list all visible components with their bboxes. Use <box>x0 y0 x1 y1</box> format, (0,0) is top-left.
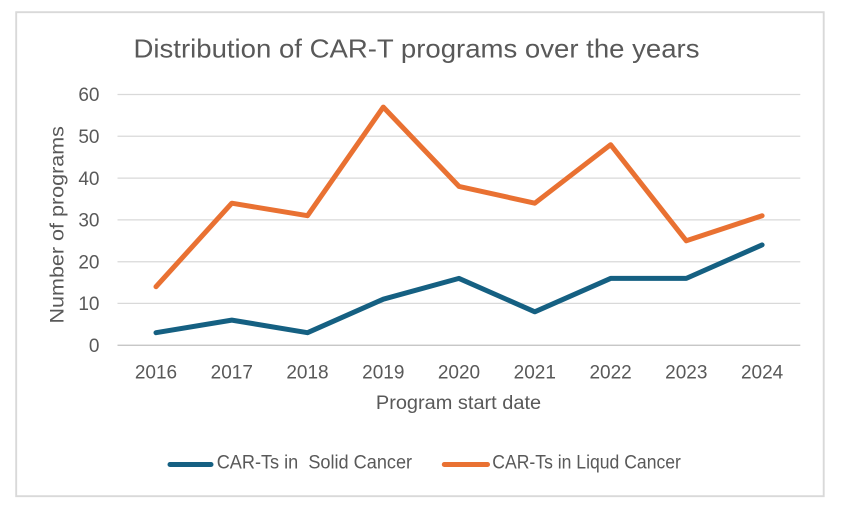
svg-text:CAR-Ts in Solid Cancer: CAR-Ts in Solid Cancer <box>217 453 413 474</box>
svg-text:Distribution of CAR-T programs: Distribution of CAR-T programs over the … <box>134 34 700 64</box>
svg-text:0: 0 <box>89 336 100 357</box>
svg-text:2016: 2016 <box>135 363 177 384</box>
svg-text:2019: 2019 <box>362 363 404 384</box>
svg-text:Number of programs: Number of programs <box>48 126 69 323</box>
svg-text:60: 60 <box>78 85 99 106</box>
svg-text:2021: 2021 <box>514 363 556 384</box>
svg-text:Program start date: Program start date <box>376 393 541 414</box>
svg-text:20: 20 <box>78 252 99 273</box>
svg-text:30: 30 <box>78 211 99 232</box>
svg-text:40: 40 <box>78 169 99 190</box>
svg-text:CAR-Ts in Liqud Cancer: CAR-Ts in Liqud Cancer <box>492 453 681 474</box>
svg-text:2024: 2024 <box>741 363 784 384</box>
svg-text:2023: 2023 <box>665 363 707 384</box>
svg-text:2017: 2017 <box>211 363 253 384</box>
svg-text:50: 50 <box>78 127 99 148</box>
svg-text:2020: 2020 <box>438 363 480 384</box>
svg-text:2022: 2022 <box>589 363 631 384</box>
svg-text:10: 10 <box>78 294 99 315</box>
svg-text:2018: 2018 <box>286 363 328 384</box>
